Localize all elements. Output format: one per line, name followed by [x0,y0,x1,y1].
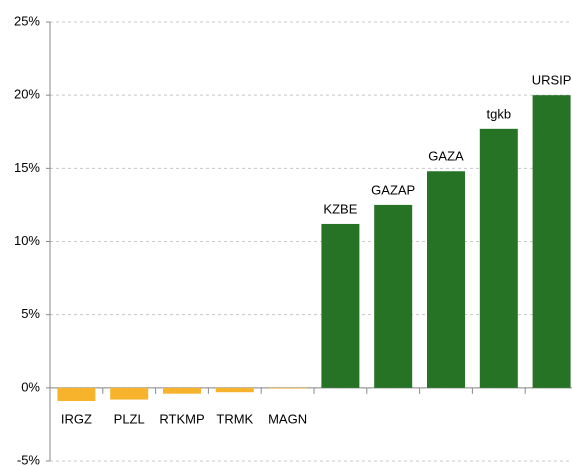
bar [110,387,149,400]
bar-label: TRMK [216,411,253,426]
y-tick-label: 15% [14,160,40,175]
bar [321,223,360,388]
bar-label: GAZAP [371,182,415,197]
bar-label: GAZA [428,149,464,164]
bar-label: URSIP [532,73,572,88]
bar [163,387,201,394]
y-tick-label: 10% [14,233,40,248]
bar-label: KZBE [323,201,357,216]
bar [57,387,96,402]
bar-label: MAGN [268,411,307,426]
bar [479,128,518,388]
bar [427,171,465,388]
bar-label: tgkb [487,106,512,121]
y-tick-label: 5% [21,306,40,321]
bar-label: RTKMP [159,411,204,426]
y-tick-label: 20% [14,87,40,102]
bar [268,387,307,389]
bar-label: PLZL [114,411,145,426]
bar-label: IRGZ [61,411,92,426]
bar [532,95,571,388]
bar [374,204,413,388]
y-tick-label: -5% [17,452,41,466]
bar [215,387,254,393]
y-tick-label: 25% [14,13,40,28]
y-tick-label: 0% [21,379,40,394]
